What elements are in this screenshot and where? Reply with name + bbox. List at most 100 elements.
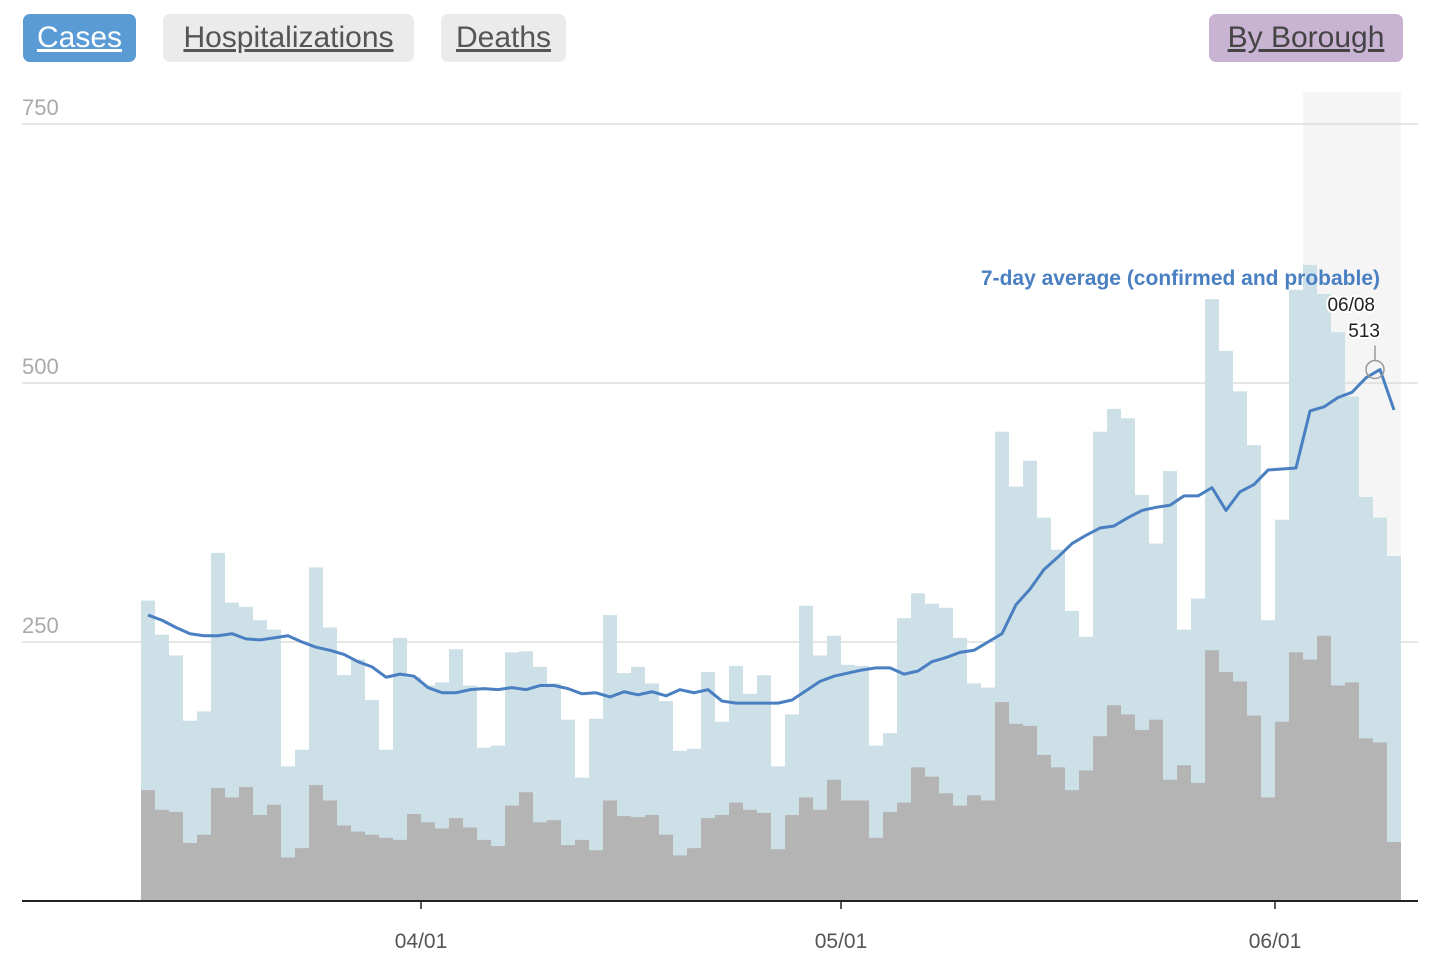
bar xyxy=(491,846,505,901)
bar xyxy=(939,793,953,901)
bar xyxy=(463,827,477,901)
bar xyxy=(589,850,603,901)
bar xyxy=(239,787,253,901)
bar xyxy=(533,822,547,901)
bar xyxy=(645,815,659,901)
annotation-value: 513 xyxy=(1348,321,1380,342)
bar xyxy=(393,839,407,901)
bar xyxy=(1051,767,1065,901)
bar xyxy=(351,831,365,901)
bar xyxy=(1219,672,1233,901)
bar xyxy=(435,828,449,901)
bar xyxy=(1289,652,1303,901)
bar xyxy=(183,842,197,901)
bar xyxy=(1345,682,1359,901)
bar xyxy=(659,834,673,901)
bar xyxy=(995,702,1009,901)
bar xyxy=(967,795,981,901)
bar xyxy=(561,845,575,901)
bar xyxy=(197,834,211,901)
bar xyxy=(855,800,869,901)
bar xyxy=(379,837,393,901)
bar xyxy=(1275,721,1289,901)
tab-button[interactable]: Deaths xyxy=(441,14,566,62)
y-tick-label: 750 xyxy=(22,95,59,120)
bar xyxy=(1359,738,1373,901)
bar xyxy=(911,767,925,901)
bar xyxy=(1303,659,1317,901)
bar xyxy=(925,776,939,901)
bar xyxy=(1065,790,1079,901)
bar xyxy=(1387,841,1401,901)
bar xyxy=(1121,714,1135,901)
bar xyxy=(1177,765,1191,901)
bar xyxy=(953,805,967,901)
bar xyxy=(1149,719,1163,901)
bar xyxy=(799,797,813,901)
bar xyxy=(869,837,883,901)
borough-button[interactable]: By Borough xyxy=(1209,14,1403,62)
x-tick-label: 04/01 xyxy=(395,930,448,953)
tab-button[interactable]: Cases xyxy=(23,14,136,62)
bar xyxy=(897,802,911,901)
bar xyxy=(603,800,617,901)
bar xyxy=(757,812,771,901)
bar xyxy=(813,809,827,901)
bar xyxy=(743,809,757,901)
bar xyxy=(421,822,435,901)
bar xyxy=(631,817,645,901)
bar xyxy=(617,816,631,901)
annotation-marker xyxy=(1365,359,1385,380)
bar xyxy=(575,839,589,901)
bar xyxy=(1163,779,1177,901)
bar xyxy=(253,815,267,901)
bar xyxy=(1205,650,1219,901)
y-tick-label: 500 xyxy=(22,354,59,379)
bar xyxy=(323,800,337,901)
bar xyxy=(1023,725,1037,901)
bar xyxy=(1009,723,1023,901)
bar xyxy=(785,815,799,901)
bar xyxy=(505,805,519,901)
bar xyxy=(981,800,995,901)
bar xyxy=(673,855,687,901)
x-tick-label: 06/01 xyxy=(1249,930,1302,953)
bar xyxy=(1093,736,1107,901)
bar xyxy=(519,792,533,901)
bar xyxy=(1233,681,1247,901)
bar xyxy=(449,818,463,901)
bar xyxy=(295,848,309,901)
bar xyxy=(407,813,421,901)
bar xyxy=(715,815,729,901)
bar xyxy=(1107,705,1121,901)
bar xyxy=(1247,715,1261,901)
bar xyxy=(841,800,855,901)
bar xyxy=(211,788,225,901)
series-label: 7-day average (confirmed and probable) xyxy=(981,267,1380,290)
bar xyxy=(1079,770,1093,901)
annotation-date: 06/08 xyxy=(1327,295,1375,316)
x-tick-label: 05/01 xyxy=(815,930,868,953)
bar xyxy=(827,779,841,901)
tab-button[interactable]: Hospitalizations xyxy=(163,14,414,62)
average-line xyxy=(147,368,1396,705)
bar xyxy=(687,848,701,901)
bar xyxy=(141,790,155,901)
bar xyxy=(883,811,897,901)
bar xyxy=(155,809,169,901)
bar xyxy=(1135,730,1149,901)
bar xyxy=(477,839,491,901)
bar xyxy=(1373,742,1387,901)
bar xyxy=(1191,782,1205,901)
bar xyxy=(393,637,407,901)
bar xyxy=(1331,685,1345,901)
bar xyxy=(169,811,183,901)
bar xyxy=(701,818,715,901)
bar xyxy=(1387,556,1401,901)
bar xyxy=(337,825,351,901)
bar xyxy=(309,784,323,901)
y-tick-label: 250 xyxy=(22,613,59,638)
bar xyxy=(225,797,239,901)
